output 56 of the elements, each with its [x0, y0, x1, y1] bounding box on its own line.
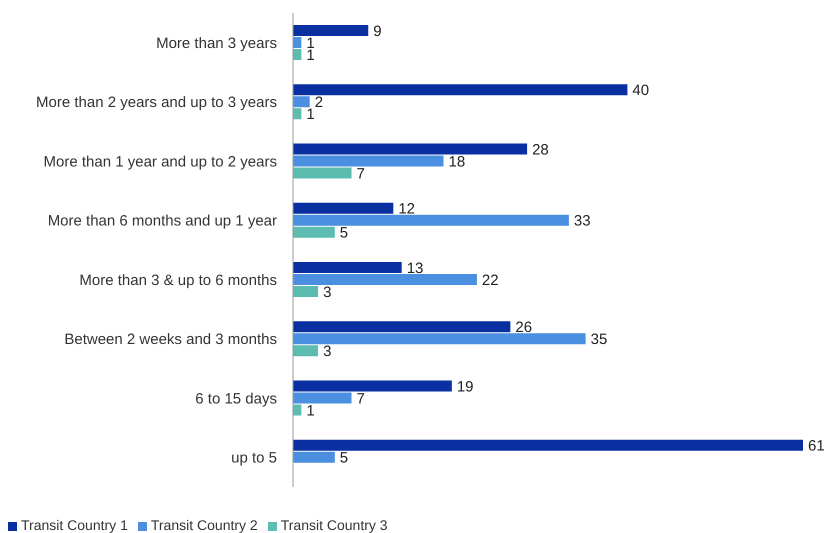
y-tick-label: More than 6 months and up 1 year — [48, 212, 277, 230]
bar — [293, 156, 444, 166]
bar — [293, 286, 318, 297]
data-label: 33 — [574, 212, 591, 230]
data-label: 1 — [306, 46, 315, 64]
bar — [293, 226, 335, 238]
data-label: 22 — [482, 272, 499, 289]
data-label: 3 — [323, 343, 332, 360]
data-label: 61 — [808, 438, 825, 455]
legend-label: Transit Country 1 — [21, 517, 128, 533]
data-label: 2 — [314, 94, 324, 112]
data-label: 18 — [448, 153, 466, 170]
bar — [293, 202, 394, 214]
bar — [293, 96, 310, 108]
bar — [293, 168, 352, 178]
data-label: 40 — [632, 82, 650, 100]
data-label: 5 — [340, 224, 348, 242]
bar — [293, 84, 628, 96]
data-label: 13 — [406, 260, 424, 277]
y-tick-label: 6 to 15 days — [195, 390, 277, 408]
data-label: 7 — [356, 390, 365, 408]
bar — [293, 380, 452, 392]
bar — [293, 144, 528, 154]
legend-label: Transit Country 2 — [150, 517, 258, 533]
data-label: 3 — [323, 284, 332, 301]
bar — [293, 404, 302, 416]
data-label: 9 — [373, 22, 382, 40]
bar — [293, 214, 569, 226]
y-tick-label: More than 3 years — [156, 34, 277, 52]
y-tick-label: up to 5 — [231, 450, 277, 467]
bar — [293, 440, 803, 451]
bar — [293, 108, 302, 120]
legend-label: Transit Country 3 — [280, 517, 388, 533]
bar — [293, 37, 302, 48]
y-tick-label: More than 3 & up to 6 months — [79, 272, 277, 289]
bar — [293, 274, 477, 285]
data-label: 28 — [532, 141, 549, 158]
bar — [293, 49, 302, 60]
bar — [293, 262, 402, 273]
y-tick-label: More than 1 year and up to 2 years — [44, 153, 277, 170]
data-label: 1 — [306, 402, 315, 420]
bar — [293, 452, 335, 463]
data-label: 35 — [590, 331, 608, 348]
bar — [293, 25, 368, 36]
data-label: 1 — [306, 106, 315, 124]
data-label: 26 — [515, 319, 532, 336]
bar — [293, 345, 318, 356]
bar — [293, 392, 352, 404]
data-label: 5 — [340, 450, 348, 467]
data-label: 19 — [456, 378, 474, 396]
y-tick-label: Between 2 weeks and 3 months — [64, 331, 277, 348]
data-label: 7 — [356, 165, 365, 182]
bar — [293, 321, 510, 332]
y-tick-label: More than 2 years and up to 3 years — [36, 94, 277, 112]
bar — [293, 333, 586, 344]
data-label: 12 — [398, 200, 416, 218]
